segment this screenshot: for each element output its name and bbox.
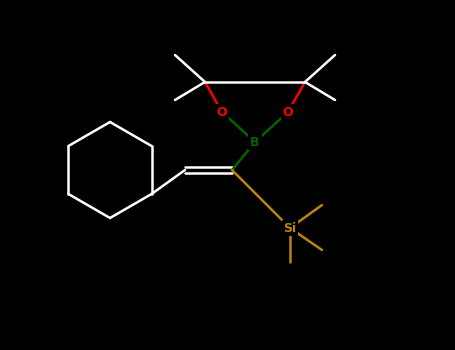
Text: Si: Si <box>283 222 297 235</box>
Text: O: O <box>217 105 228 119</box>
Text: B: B <box>250 135 260 148</box>
Text: O: O <box>283 105 293 119</box>
